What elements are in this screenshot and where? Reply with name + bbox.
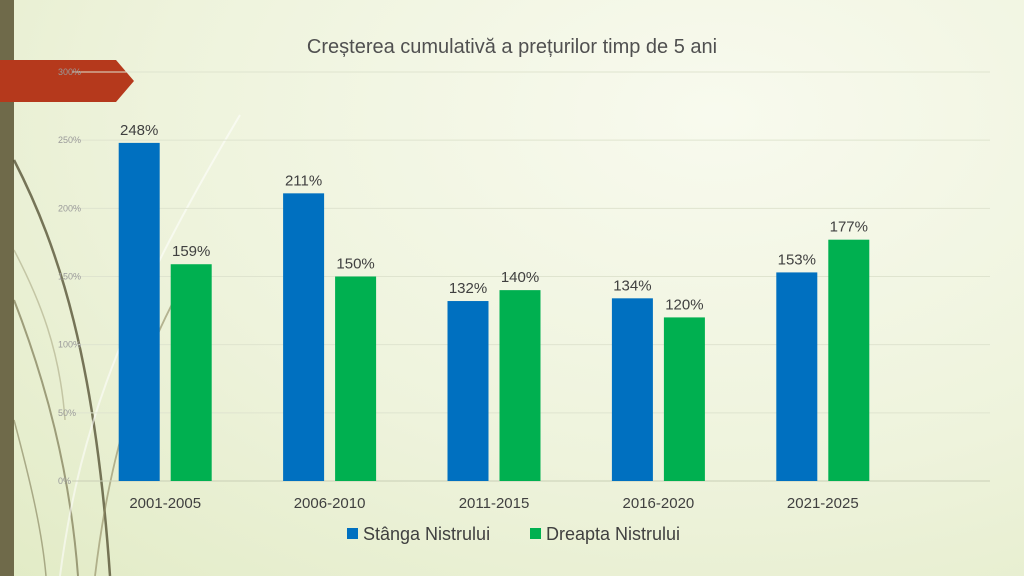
bar: [118, 142, 160, 482]
y-tick-label: 250%: [58, 135, 81, 145]
legend-label-stanga: Stânga Nistrului: [363, 524, 490, 544]
bar: [283, 193, 325, 481]
category-labels: 2001-2005 2006-2010 2011-2015 2016-2020 2021…: [129, 495, 858, 512]
data-label: 159%: [172, 243, 210, 260]
legend: Stânga Nistrului Dreapta Nistrului: [347, 524, 680, 544]
y-tick-label: 0%: [58, 476, 71, 486]
data-label: 120%: [665, 296, 703, 313]
data-label: 134%: [613, 277, 651, 294]
bar: [828, 239, 870, 481]
bar: [663, 317, 705, 481]
legend-label-dreapta: Dreapta Nistrului: [546, 524, 680, 544]
bar: [611, 298, 653, 481]
chart-title: Creșterea cumulativă a prețurilor timp d…: [307, 36, 717, 58]
category-label: 2001-2005: [129, 495, 201, 512]
legend-swatch-dreapta: [530, 528, 541, 539]
y-tick-label: 100%: [58, 340, 81, 350]
data-label: 177%: [830, 219, 868, 236]
category-label: 2016-2020: [623, 495, 695, 512]
bar: [776, 272, 818, 481]
y-tick-label: 50%: [58, 408, 76, 418]
bar: [447, 301, 489, 481]
bar: [335, 276, 377, 481]
category-label: 2021-2025: [787, 495, 859, 512]
title-tab: [0, 60, 134, 102]
data-label: 132%: [449, 280, 487, 297]
y-tick-label: 150%: [58, 272, 81, 282]
bar: [499, 290, 541, 481]
data-label: 150%: [336, 256, 374, 273]
y-tick-label: 300%: [58, 67, 81, 77]
legend-swatch-stanga: [347, 528, 358, 539]
bar: [170, 264, 212, 481]
data-labels: 248% 159% 211% 150% 132% 140% 134% 120% 153% 177%: [120, 122, 868, 314]
left-accent-bar: [0, 0, 14, 576]
data-label: 211%: [285, 172, 322, 189]
y-tick-label: 200%: [58, 203, 81, 213]
data-label: 248%: [120, 122, 158, 139]
data-label: 153%: [778, 251, 816, 268]
data-label: 140%: [501, 269, 539, 286]
y-axis-ticks: 0% 50% 100% 150% 200% 250% 300%: [58, 67, 81, 486]
bars: [118, 142, 870, 482]
category-label: 2011-2015: [459, 495, 530, 512]
category-label: 2006-2010: [294, 495, 366, 512]
